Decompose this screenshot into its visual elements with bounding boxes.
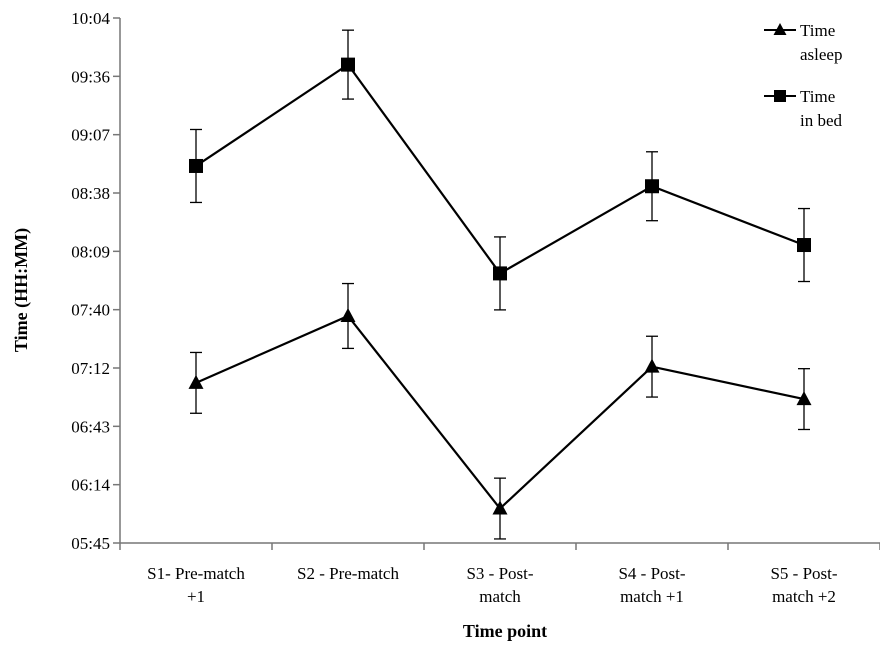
legend-label-line: asleep — [800, 45, 842, 64]
x-axis-ticks: S1- Pre-match +1 S2 - Pre-match S3 - Post-m… — [119, 543, 880, 606]
x-tick-label-line: S1- Pre-match — [147, 564, 245, 583]
legend-label: Time in bed — [800, 87, 843, 130]
data-point-square — [493, 266, 507, 281]
data-point-square — [341, 57, 355, 72]
y-tick-label: 10:04 — [71, 9, 110, 28]
data-point-square — [645, 179, 659, 194]
legend-marker-triangle — [773, 23, 787, 35]
x-tick-label: S1- Pre-match +1 — [147, 564, 245, 606]
legend-entry: Time in bed — [764, 87, 843, 130]
data-point-square — [797, 238, 811, 253]
x-tick-label-line: match +1 — [620, 587, 684, 606]
x-tick-label: S4 - Post-match +1 — [618, 564, 685, 606]
legend-marker-square — [774, 90, 786, 102]
legend-label-line: Time — [800, 21, 835, 40]
x-axis-title: Time point — [463, 621, 547, 641]
data-point-triangle — [644, 358, 660, 373]
data-point-triangle — [340, 307, 356, 322]
series-triangle — [188, 282, 812, 540]
legend: Time asleep Time in bed — [764, 21, 843, 130]
x-tick-label-line: S2 - Pre-match — [297, 564, 399, 583]
legend-label: Time asleep — [800, 21, 842, 64]
series-square — [189, 29, 811, 311]
y-axis-title: Time (HH:MM) — [11, 228, 32, 352]
y-tick-label: 06:43 — [71, 417, 110, 436]
x-tick-label-line: S5 - Post- — [770, 564, 837, 583]
x-tick-label: S2 - Pre-match — [297, 564, 399, 583]
y-tick-label: 07:12 — [71, 359, 110, 378]
legend-label-line: in bed — [800, 111, 843, 130]
y-tick-label: 09:07 — [71, 126, 110, 145]
x-tick-label-line: match — [479, 587, 521, 606]
x-tick-label: S5 - Post-match +2 — [770, 564, 837, 606]
y-tick-label: 07:40 — [71, 301, 110, 320]
data-point-square — [189, 158, 203, 173]
series-layer — [188, 29, 812, 540]
y-tick-label: 06:14 — [71, 476, 110, 495]
x-tick-label-line: S3 - Post- — [466, 564, 533, 583]
y-tick-label: 08:09 — [71, 242, 110, 261]
data-point-triangle — [796, 391, 812, 406]
x-tick-label-line: S4 - Post- — [618, 564, 685, 583]
axes — [119, 18, 880, 544]
data-point-triangle — [188, 374, 204, 389]
y-tick-label: 08:38 — [71, 184, 110, 203]
legend-entry: Time asleep — [764, 21, 842, 64]
data-point-triangle — [492, 500, 508, 515]
x-tick-label-line: +1 — [187, 587, 205, 606]
x-tick-label-line: match +2 — [772, 587, 836, 606]
legend-label-line: Time — [800, 87, 835, 106]
y-tick-label: 09:36 — [71, 67, 110, 86]
y-tick-label: 05:45 — [71, 534, 110, 553]
x-tick-label: S3 - Post-match — [466, 564, 533, 606]
y-axis-ticks: 05:45 06:14 06:43 07:12 07:40 08:09 08:38 09:07… — [71, 9, 120, 553]
